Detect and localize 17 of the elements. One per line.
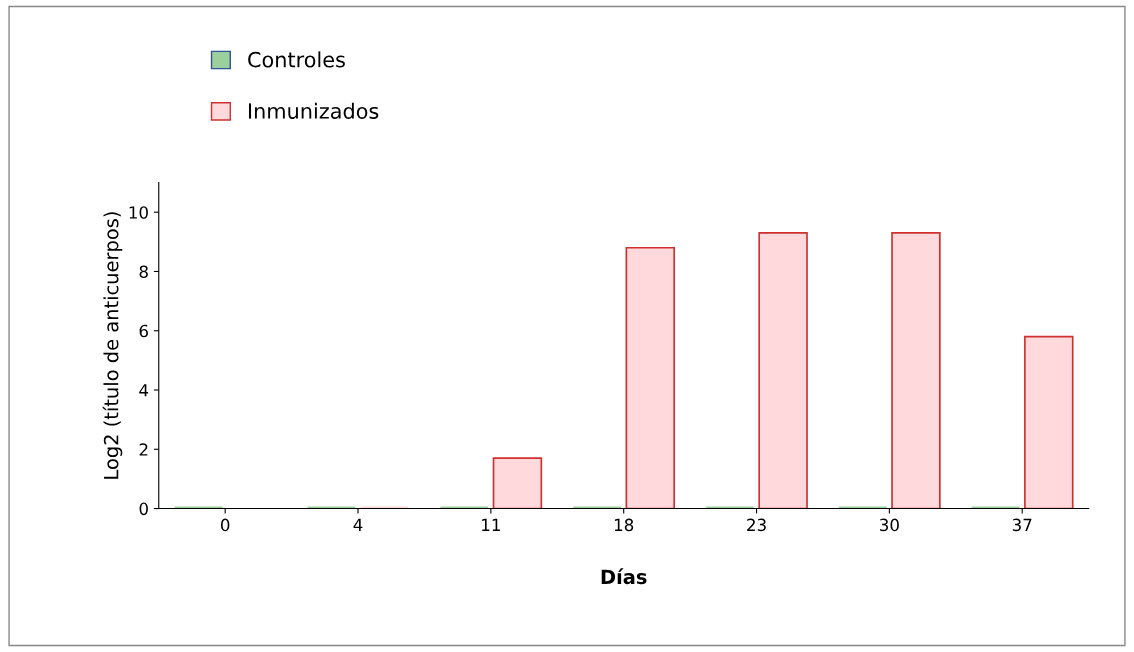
y-tick-label: 6: [139, 324, 148, 338]
y-tick-label: 0: [139, 502, 148, 516]
x-tick-label: 37: [1012, 518, 1032, 532]
y-tick-label: 10: [129, 206, 148, 219]
x-axis-title: Días: [601, 568, 647, 585]
legend-label: Inmunizados: [248, 102, 379, 119]
y-tick-label: 2: [139, 443, 148, 456]
x-tick-label: 0: [220, 518, 230, 532]
y-tick-label: 8: [139, 265, 148, 279]
x-tick-label: 11: [482, 518, 500, 531]
x-tick-label: 30: [880, 518, 899, 532]
y-axis-title: Log2 (título de anticuerpos): [102, 212, 123, 479]
x-tick-label: 23: [747, 518, 766, 532]
x-tick-label: 4: [353, 518, 363, 531]
y-tick-label: 4: [139, 384, 149, 397]
legend-label: Controles: [248, 51, 345, 68]
x-tick-label: 18: [614, 518, 634, 532]
